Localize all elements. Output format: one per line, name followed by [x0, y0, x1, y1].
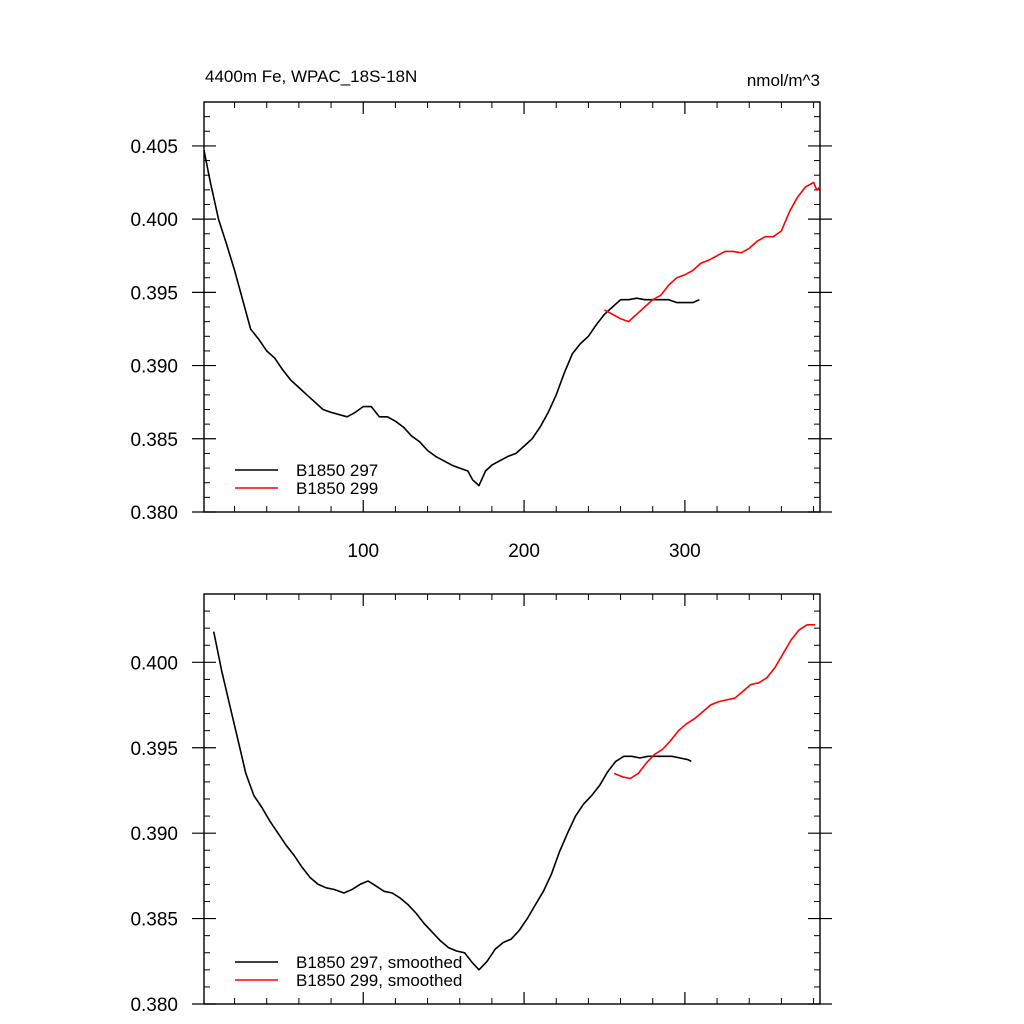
y-tick-label: 0.380: [130, 503, 178, 524]
y-tick-label: 0.390: [130, 824, 178, 845]
legend-label: B1850 297: [296, 461, 378, 480]
top-panel-ticks: 100 200 300 0.380 0.385 0.390 0.395 0.400 0.405: [130, 101, 832, 562]
bottom-panel: 0.380 0.385 0.390 0.395 0.400 B1850 297, smo…: [130, 593, 832, 1016]
series-line-red: [604, 181, 821, 323]
bottom-panel-series: [212, 623, 816, 971]
legend-label: B1850 299, smoothed: [296, 971, 462, 990]
x-tick-label: 200: [508, 541, 540, 562]
y-tick-label: 0.395: [130, 283, 178, 304]
legend-label: B1850 299: [296, 479, 378, 498]
y-tick-label: 0.405: [130, 137, 178, 158]
top-panel-title: 4400m Fe, WPAC_18S-18N: [205, 67, 417, 86]
legend-label: B1850 297, smoothed: [296, 953, 462, 972]
series-line-red: [613, 623, 816, 780]
x-tick-label: 300: [669, 541, 701, 562]
y-tick-label: 0.400: [130, 210, 178, 231]
y-tick-label: 0.385: [130, 430, 178, 451]
series-line-black: [203, 150, 700, 487]
top-plot-frame: [203, 101, 821, 513]
bottom-panel-ticks: 0.380 0.385 0.390 0.395 0.400: [130, 593, 832, 1016]
y-tick-label: 0.395: [130, 739, 178, 760]
bottom-plot-frame: [203, 593, 821, 1005]
y-tick-label: 0.385: [130, 910, 178, 931]
top-panel-series: [203, 150, 821, 487]
top-panel: 4400m Fe, WPAC_18S-18N nmol/m^3 100 200 30…: [130, 67, 832, 562]
y-tick-label: 0.380: [130, 995, 178, 1016]
y-tick-label: 0.390: [130, 357, 178, 378]
y-tick-label: 0.400: [130, 653, 178, 674]
series-line-black: [212, 631, 692, 971]
top-panel-units: nmol/m^3: [747, 71, 820, 90]
x-tick-label: 100: [347, 541, 379, 562]
